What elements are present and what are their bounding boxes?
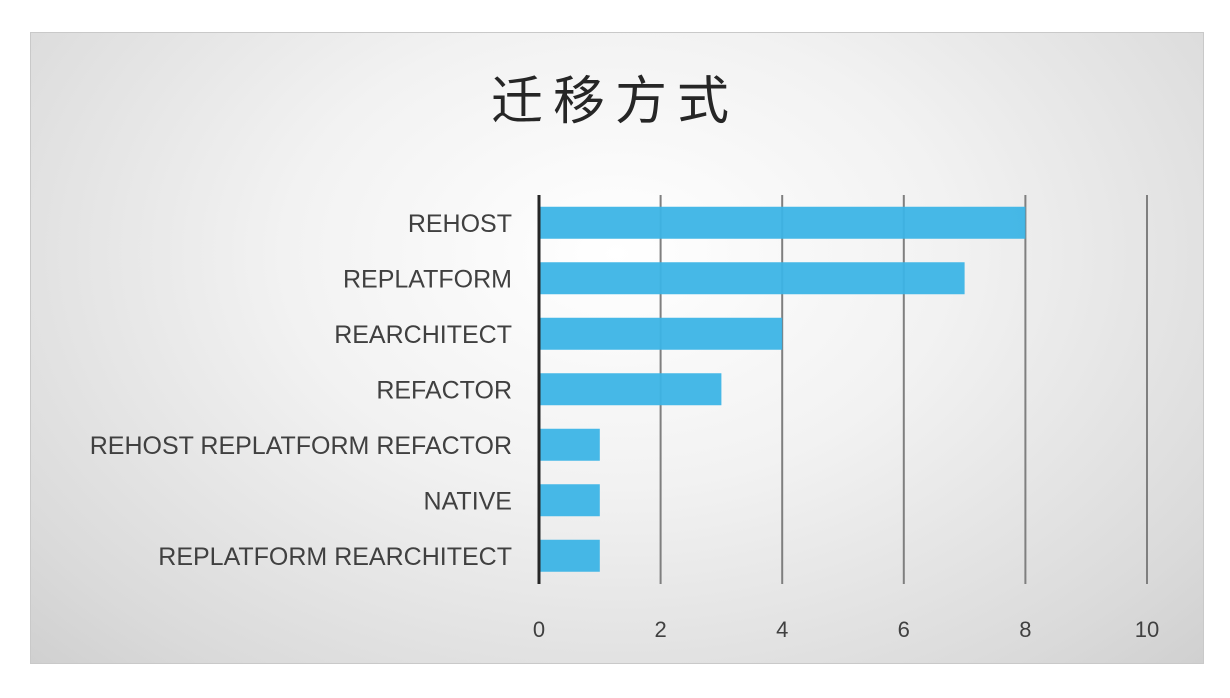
category-label: REHOST [408, 210, 512, 238]
x-tick-label: 4 [776, 617, 788, 642]
x-tick-label: 8 [1019, 617, 1031, 642]
category-label: NATIVE [424, 487, 512, 515]
category-label: REFACTOR [376, 376, 512, 404]
x-tick-label: 6 [898, 617, 910, 642]
x-tick-label: 0 [533, 617, 545, 642]
category-label: REARCHITECT [334, 321, 512, 349]
chart-title: 迁移方式 [490, 72, 739, 132]
bar [539, 206, 1026, 239]
bar [539, 317, 783, 350]
bar [539, 373, 722, 406]
bar [539, 428, 600, 461]
category-label: REPLATFORM [343, 265, 512, 293]
bar [539, 262, 965, 295]
bar [539, 539, 600, 572]
category-label: REPLATFORM REARCHITECT [158, 543, 512, 571]
x-tick-label: 2 [654, 617, 666, 642]
x-tick-label: 10 [1135, 617, 1159, 642]
category-label: REHOST REPLATFORM REFACTOR [90, 432, 512, 460]
bar [539, 484, 600, 517]
